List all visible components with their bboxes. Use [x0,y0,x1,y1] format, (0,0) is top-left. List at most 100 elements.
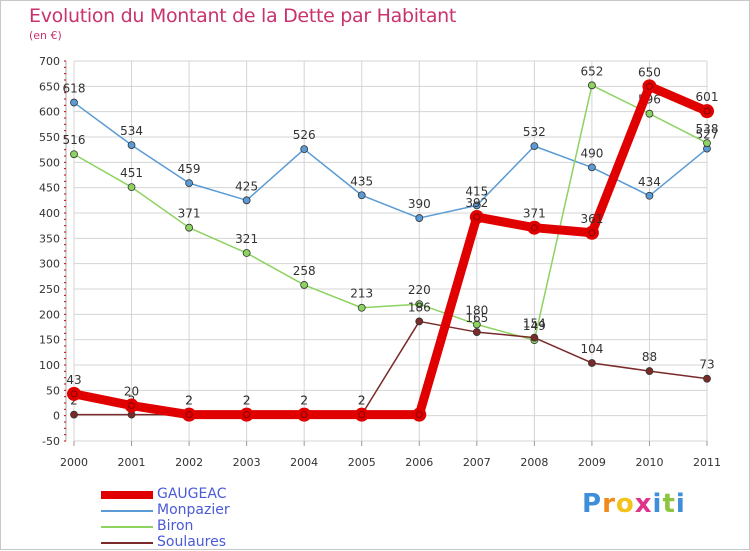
y-tick-label: 450 [39,182,60,195]
y-tick-label: 150 [39,334,60,347]
data-point-gaugeac-inner [703,107,711,115]
data-label: 526 [293,128,316,142]
data-point-soulaures [703,374,711,383]
legend-item-soulaures: Soulaures [101,534,321,551]
x-tick-label: 2006 [405,456,433,469]
data-point-biron [415,300,424,309]
y-tick-label: 500 [39,156,60,169]
data-point-gaugeac-inner [70,390,78,398]
data-point-soulaures [645,367,654,375]
x-tick-label: 2008 [520,456,548,469]
data-point-monpazier [242,196,251,205]
data-point-gaugeac-inner [128,402,136,410]
data-label: 2 [243,394,251,408]
data-point-biron [300,281,309,289]
y-tick-label: 250 [39,283,60,296]
logo-letter: o [615,489,635,519]
y-tick-label: 100 [39,359,60,372]
legend-item-gaugeac: GAUGEAC [101,486,321,503]
data-point-gaugeac-inner [588,229,596,237]
data-point-monpazier [472,201,481,210]
legend-swatch [101,510,153,512]
logo-letter: i [675,489,686,519]
data-label: 258 [293,264,316,278]
data-label: 180 [465,303,488,317]
data-point-biron [645,109,654,118]
x-tick-label: 2005 [348,456,376,469]
data-point-soulaures [70,410,78,419]
legend-label: GAUGEAC [157,486,227,502]
data-point-soulaures [415,317,424,326]
legend-item-monpazier: Monpazier [101,502,321,519]
data-label: 390 [408,197,431,211]
y-tick-label: 200 [39,308,60,321]
data-label: 425 [235,179,258,193]
legend-swatch [101,491,153,499]
data-point-gaugeac [584,225,599,240]
data-label: 43 [66,373,81,387]
data-label: 415 [465,184,488,198]
data-point-monpazier [415,214,424,222]
data-point-monpazier [185,179,193,188]
logo-letter: i [652,489,663,519]
data-label: 154 [523,317,546,331]
legend-label: Soulaures [157,534,227,550]
data-point-monpazier [300,145,309,154]
data-point-biron [185,223,193,232]
data-point-gaugeac-inner [530,224,538,232]
data-point-gaugeac [527,220,542,235]
data-point-monpazier [530,142,539,151]
data-point-gaugeac [239,407,254,422]
x-tick-label: 2009 [578,456,606,469]
data-point-monpazier [127,141,136,150]
data-label: 601 [696,90,719,104]
data-label: 534 [120,124,143,138]
logo-letter: P [582,489,603,519]
data-label: 73 [699,358,714,372]
data-point-gaugeac-inner [185,411,193,419]
chart-legend: GAUGEAC Monpazier Biron Soulaures [101,486,321,551]
data-point-gaugeac-inner [358,411,366,419]
series-line-gaugeac [69,81,712,420]
data-point-soulaures [472,328,481,336]
data-label: 451 [120,166,143,180]
data-label: 104 [580,342,603,356]
data-label: 434 [638,175,661,189]
data-point-biron [127,183,136,192]
data-point-gaugeac [354,407,369,422]
y-tick-label: 600 [39,106,60,119]
y-tick-label: 650 [39,80,60,93]
data-point-monpazier [645,191,654,200]
x-tick-label: 2010 [635,456,663,469]
data-label: 618 [63,82,86,96]
data-label: 490 [580,146,603,160]
data-point-gaugeac-inner [645,82,653,90]
y-tick-label: 700 [39,55,60,68]
data-label: 88 [642,350,657,364]
x-tick-label: 2002 [175,456,203,469]
data-point-biron [472,320,481,329]
y-tick-label: 550 [39,131,60,144]
data-label: 213 [350,287,373,301]
legend-label: Biron [157,518,194,534]
data-label: 435 [350,174,373,188]
data-label: 2 [300,394,308,408]
data-label: 532 [523,125,546,139]
data-point-biron [588,81,596,90]
logo-letter: r [602,489,616,519]
legend-item-biron: Biron [101,518,321,535]
data-point-gaugeac [700,104,714,119]
data-point-biron [357,303,366,312]
data-point-monpazier [588,163,596,172]
series-line-monpazier [73,101,708,219]
x-tick-label: 2003 [233,456,261,469]
data-label: 371 [178,207,201,221]
data-label: 2 [185,394,193,408]
data-label: 2 [358,394,366,408]
data-label: 652 [580,64,603,78]
data-label: 2 [358,394,366,408]
x-tick-label: 2001 [118,456,146,469]
data-point-gaugeac [412,407,427,422]
data-label: 321 [235,232,258,246]
